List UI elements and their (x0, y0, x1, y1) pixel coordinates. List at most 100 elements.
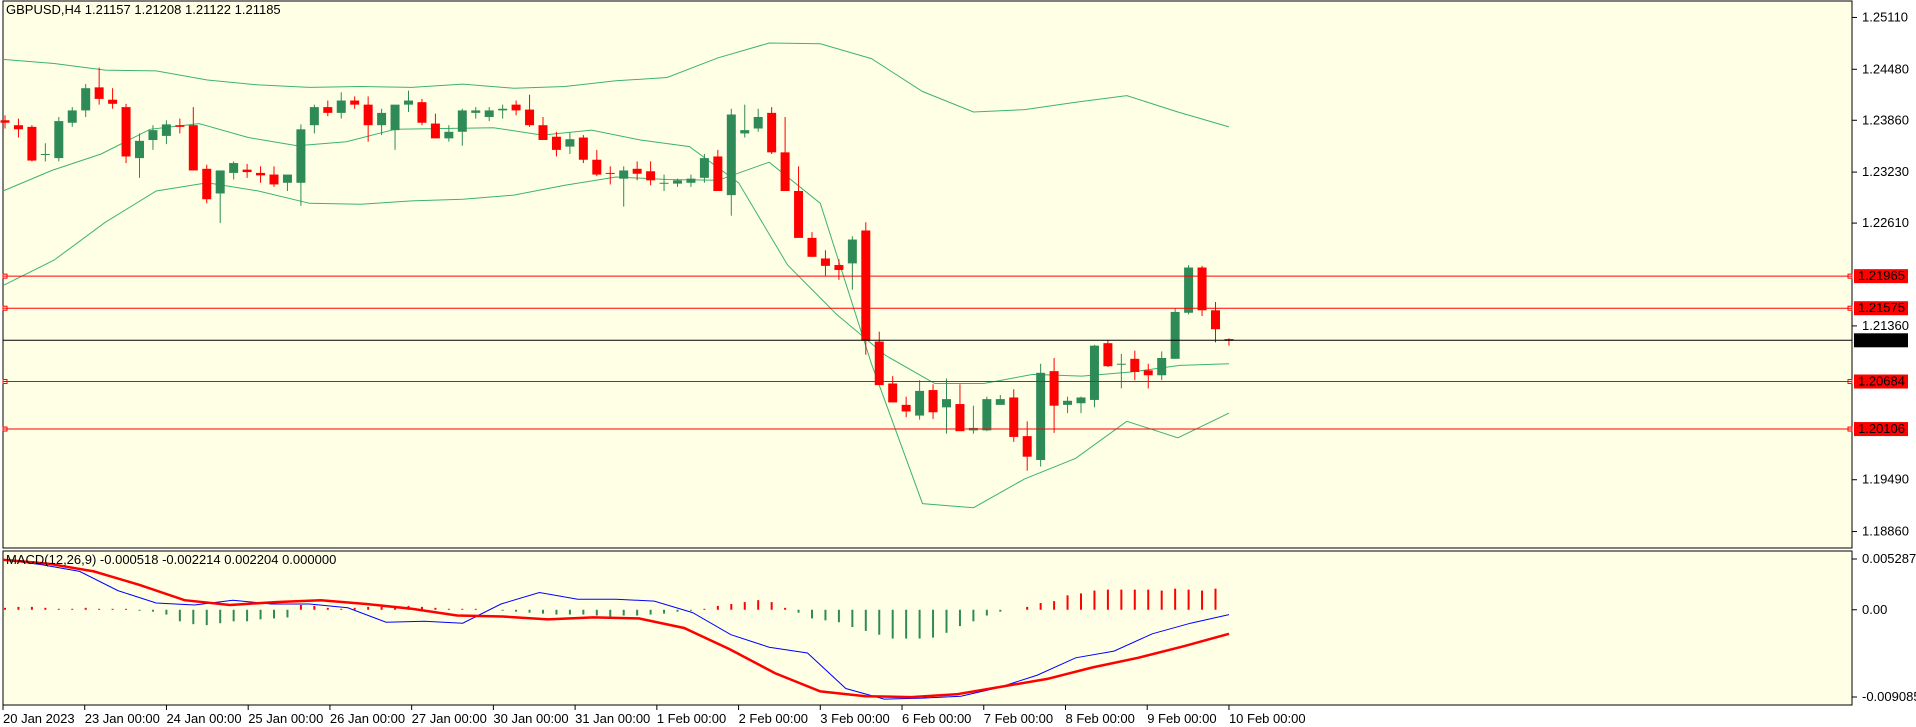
time-tick-label: 25 Jan 00:00 (248, 711, 323, 726)
candle-body (619, 170, 629, 179)
time-tick-label: 2 Feb 00:00 (739, 711, 808, 726)
candle-body (578, 137, 588, 160)
candle-body (121, 107, 131, 157)
candle-body (81, 88, 91, 111)
main-chart-pane[interactable] (2, 0, 1853, 549)
macd-indicator: 0.005287 0.00 -0.009085 (2, 551, 1916, 704)
candle-body (551, 136, 561, 150)
level-price-tag (1854, 422, 1908, 437)
candle-body (794, 191, 804, 238)
candle-body (1184, 267, 1194, 313)
candle-body (592, 159, 602, 175)
candle-body (363, 104, 373, 126)
candle-body (323, 107, 333, 113)
candle-body (646, 171, 656, 181)
candle-body (901, 404, 911, 412)
candle-body (1089, 345, 1099, 400)
candle-body (188, 125, 198, 171)
candle-body (1170, 311, 1180, 359)
level-handle-left[interactable] (2, 379, 8, 385)
level-handle-left[interactable] (2, 305, 8, 311)
macd-pane[interactable] (2, 550, 1853, 706)
time-axis: 20 Jan 2023 23 Jan 00:00 24 Jan 00:00 25 Ja… (2, 705, 1306, 726)
candle-body (955, 404, 965, 432)
time-tick-label: 30 Jan 00:00 (493, 711, 568, 726)
candle-body (40, 153, 50, 155)
candle-body (726, 114, 736, 196)
price-tick-label: 1.19490 (1862, 472, 1909, 487)
price-tick-label: 1.18860 (1862, 524, 1909, 539)
level-handle-left[interactable] (2, 273, 8, 279)
time-tick-label: 3 Feb 00:00 (820, 711, 889, 726)
candle-body (1076, 397, 1086, 404)
candle-body (215, 170, 225, 194)
candle-body (1130, 358, 1140, 372)
time-tick-label: 31 Jan 00:00 (575, 711, 650, 726)
time-tick-label: 8 Feb 00:00 (1065, 711, 1134, 726)
candle-body (861, 230, 871, 341)
price-tick-label: 1.23230 (1862, 164, 1909, 179)
candle-body (740, 130, 750, 134)
candle-body (928, 390, 938, 413)
level-handle-right[interactable] (1847, 379, 1853, 385)
candle-body (269, 174, 279, 185)
macd-header: MACD(12,26,9) -0.000518 -0.002214 0.0022… (6, 552, 336, 567)
candle-body (404, 100, 413, 105)
candle-body (1197, 267, 1207, 311)
candle-body (982, 399, 992, 431)
candle-body (780, 152, 790, 192)
candle-body (538, 125, 548, 141)
candle-body (1009, 397, 1019, 437)
macd-tick-label: 0.005287 (1862, 551, 1916, 566)
level-handle-right[interactable] (1847, 273, 1853, 279)
candle-body (1116, 363, 1126, 365)
candle-body (135, 140, 144, 159)
candle-body (54, 121, 64, 159)
signal-line (2, 558, 1230, 699)
candle-body (377, 112, 387, 126)
level-handle-right[interactable] (1847, 305, 1853, 311)
candle-body (1022, 436, 1032, 457)
time-tick-label: 7 Feb 00:00 (984, 711, 1053, 726)
candle-body (686, 178, 696, 183)
level-handle-left[interactable] (2, 426, 8, 432)
candle-body (511, 104, 521, 111)
time-tick-label: 24 Jan 00:00 (166, 711, 241, 726)
candle-body (202, 168, 212, 200)
candle-body (390, 104, 400, 131)
candle-body (444, 131, 454, 139)
level-handle-right[interactable] (1847, 426, 1853, 432)
candle-body (713, 156, 723, 192)
candle-body (605, 172, 615, 174)
level-price-label: 1.20684 (1858, 374, 1905, 389)
candle-body (915, 390, 925, 416)
time-tick-label: 6 Feb 00:00 (902, 711, 971, 726)
current-price-label: 1.21185 (1858, 332, 1904, 347)
candle-body (309, 107, 319, 126)
candle-body (565, 139, 575, 147)
candle-body (471, 110, 481, 113)
candle-body (336, 100, 346, 113)
candle-body (659, 182, 669, 184)
current-price-tag (1854, 333, 1908, 348)
time-tick-label: 26 Jan 00:00 (330, 711, 405, 726)
price-tick-label: 1.25110 (1862, 9, 1908, 24)
time-tick-label: 9 Feb 00:00 (1147, 711, 1216, 726)
macd-tick-label: 0.00 (1862, 602, 1887, 617)
candle-body (1036, 372, 1046, 460)
candle-body (1103, 343, 1113, 367)
candle-body (498, 108, 508, 111)
candle-body (108, 99, 118, 104)
candle-body (1211, 310, 1220, 330)
candle-body (282, 174, 292, 183)
candle-body (13, 125, 23, 130)
level-price-tag (1854, 374, 1908, 389)
horizontal-levels[interactable]: 1.21965 1.21575 1.20684 1.20106 1.21185 (2, 268, 1908, 437)
candle-body (229, 163, 239, 173)
candle-body (995, 399, 1005, 405)
candle-body (753, 116, 763, 129)
candle-body (767, 112, 777, 153)
level-price-label: 1.21575 (1858, 300, 1905, 315)
candle-body (94, 87, 104, 99)
